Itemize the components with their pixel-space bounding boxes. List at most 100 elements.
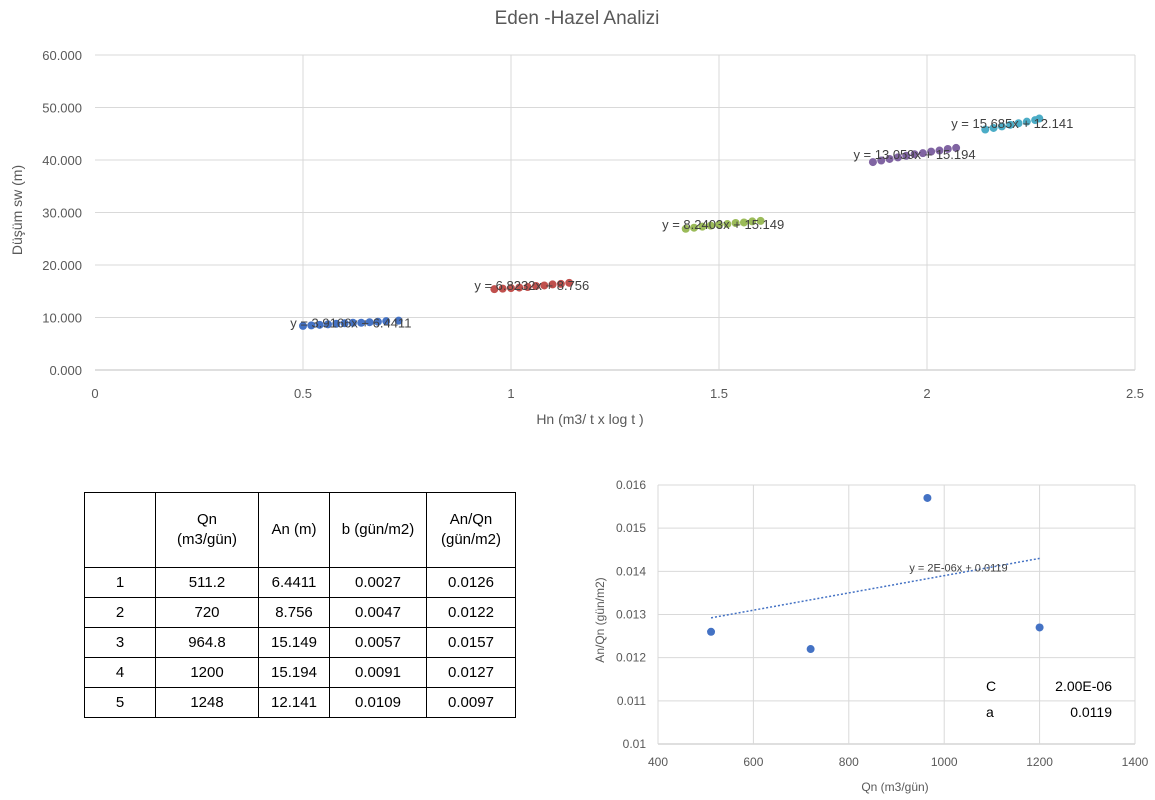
- table-cell: 15.194: [258, 657, 330, 688]
- small-y-tick-label: 0.014: [616, 564, 646, 578]
- main-data-point: [868, 158, 877, 167]
- eden-hazel-chart: Eden -Hazel Analizi 0.000 10.000 20.000 30.…: [9, 8, 1144, 427]
- table-cell: 0.0027: [329, 567, 427, 598]
- main-data-point: [723, 220, 732, 229]
- main-data-point: [943, 144, 952, 153]
- main-data-point: [935, 146, 944, 155]
- table-body: 1 511.2 6.4411 0.0027 0.0126 2 720 8.756 0.0047 0…: [84, 567, 516, 718]
- main-data-point: [981, 125, 990, 134]
- small-chart-params: C 2.00E-06 a 0.0119: [986, 678, 1112, 720]
- main-data-point: [893, 153, 902, 162]
- table-cell: 0.0057: [329, 627, 427, 658]
- table-cell: 964.8: [155, 627, 259, 658]
- table-cell: 1: [84, 567, 156, 598]
- main-data-point: [556, 279, 565, 288]
- main-trendline-label: y = 6.8232x + 8.756: [474, 278, 589, 293]
- table-cell: 12.141: [258, 687, 330, 718]
- param-label: C: [986, 678, 996, 694]
- main-data-point: [565, 278, 574, 287]
- small-chart-x-axis-label: Qn (m3/gün): [861, 780, 928, 794]
- main-data-point: [997, 122, 1006, 131]
- table-header-cell: [84, 492, 156, 568]
- main-chart-y-ticks: 0.000 10.000 20.000 30.000 40.000 50.000 60.00…: [42, 48, 82, 378]
- table-row: 5 1248 12.141 0.0109 0.0097: [84, 687, 516, 718]
- main-y-tick-label: 30.000: [42, 206, 82, 221]
- table-cell: 511.2: [155, 567, 259, 598]
- small-y-tick-label: 0.012: [616, 651, 646, 665]
- main-data-point: [340, 319, 349, 328]
- an-qn-chart: 0.01 0.011 0.012 0.013 0.014 0.015 0.016 400 60…: [593, 478, 1149, 794]
- main-data-point: [323, 320, 332, 329]
- table-cell: 0.0122: [426, 597, 516, 628]
- small-x-tick-label: 1400: [1122, 755, 1149, 769]
- table-row: 3 964.8 15.149 0.0057 0.0157: [84, 627, 516, 658]
- table-cell: 3: [84, 627, 156, 658]
- small-chart-points: [707, 493, 1044, 654]
- main-y-tick-label: 10.000: [42, 311, 82, 326]
- small-chart-y-axis-label: An/Qn (gün/m2): [593, 577, 607, 662]
- small-chart-gridlines: [657, 484, 1136, 745]
- small-data-point: [923, 493, 932, 502]
- table-cell: 1248: [155, 687, 259, 718]
- table-header-row: Qn (m3/gün) An (m) b (gün/m2) An/Qn (gün/m2): [84, 492, 516, 568]
- small-y-tick-label: 0.011: [617, 694, 646, 708]
- main-data-point: [918, 149, 927, 158]
- main-data-point: [348, 318, 357, 327]
- main-y-tick-label: 40.000: [42, 153, 82, 168]
- main-data-point: [706, 221, 715, 230]
- main-x-tick-label: 2.5: [1126, 386, 1144, 401]
- main-chart-title: Eden -Hazel Analizi: [495, 8, 660, 29]
- main-chart-x-ticks: 0 0.5 1 1.5 2 2.5: [91, 386, 1144, 401]
- small-y-tick-label: 0.016: [616, 478, 646, 492]
- main-trendline-label: y = 15.685x + 12.141: [951, 116, 1073, 131]
- main-data-point: [1022, 117, 1031, 126]
- main-data-point: [498, 284, 507, 293]
- small-x-tick-label: 1200: [1026, 755, 1053, 769]
- main-data-point: [715, 220, 723, 229]
- main-data-point: [877, 156, 886, 165]
- main-data-point: [952, 143, 961, 152]
- main-trendline-label: y = 8.2403x + 15.149: [662, 217, 784, 232]
- main-data-point: [748, 217, 757, 226]
- param-value: 0.0119: [1070, 704, 1112, 720]
- main-data-point: [989, 123, 998, 132]
- main-trendline-label: y = 3.9166x + 6.4411: [290, 315, 411, 330]
- table-cell: 1200: [155, 657, 259, 688]
- main-data-point: [681, 224, 690, 233]
- small-data-point: [707, 627, 716, 636]
- main-y-tick-label: 50.000: [42, 101, 82, 116]
- small-x-tick-label: 400: [648, 755, 668, 769]
- table-cell: 15.149: [258, 627, 330, 658]
- main-data-point: [394, 316, 403, 325]
- main-data-point: [523, 283, 532, 292]
- main-data-point: [731, 219, 740, 227]
- main-x-tick-label: 1: [507, 386, 514, 401]
- main-chart-points: [299, 114, 1044, 330]
- main-data-point: [531, 282, 540, 290]
- table-header-cell: An (m): [258, 492, 330, 568]
- main-data-point: [910, 150, 919, 159]
- param-value: 2.00E-06: [1055, 678, 1112, 694]
- small-y-tick-label: 0.015: [616, 521, 646, 535]
- main-chart-trendline-labels: y = 3.9166x + 6.4411 y = 6.8232x + 8.756 y…: [290, 116, 1073, 330]
- main-x-tick-label: 0.5: [294, 386, 312, 401]
- main-data-point: [698, 222, 707, 231]
- main-data-point: [315, 320, 324, 329]
- table-cell: 0.0097: [426, 687, 516, 718]
- table-cell: 0.0109: [329, 687, 427, 718]
- table-row: 2 720 8.756 0.0047 0.0122: [84, 597, 516, 628]
- main-data-point: [548, 280, 557, 289]
- main-trendline-label: y = 13.059x + 15.194: [853, 147, 975, 162]
- main-data-point: [902, 151, 911, 160]
- main-data-point: [382, 317, 391, 326]
- main-data-point: [515, 283, 524, 292]
- main-data-point: [927, 147, 936, 156]
- small-data-point: [1035, 623, 1044, 632]
- param-label: a: [986, 704, 994, 720]
- main-chart-gridlines: [95, 54, 1136, 371]
- main-y-tick-label: 20.000: [42, 258, 82, 273]
- table-cell: 0.0157: [426, 627, 516, 658]
- main-x-tick-label: 1.5: [710, 386, 728, 401]
- main-data-point: [507, 284, 515, 293]
- main-y-tick-label: 60.000: [42, 48, 82, 63]
